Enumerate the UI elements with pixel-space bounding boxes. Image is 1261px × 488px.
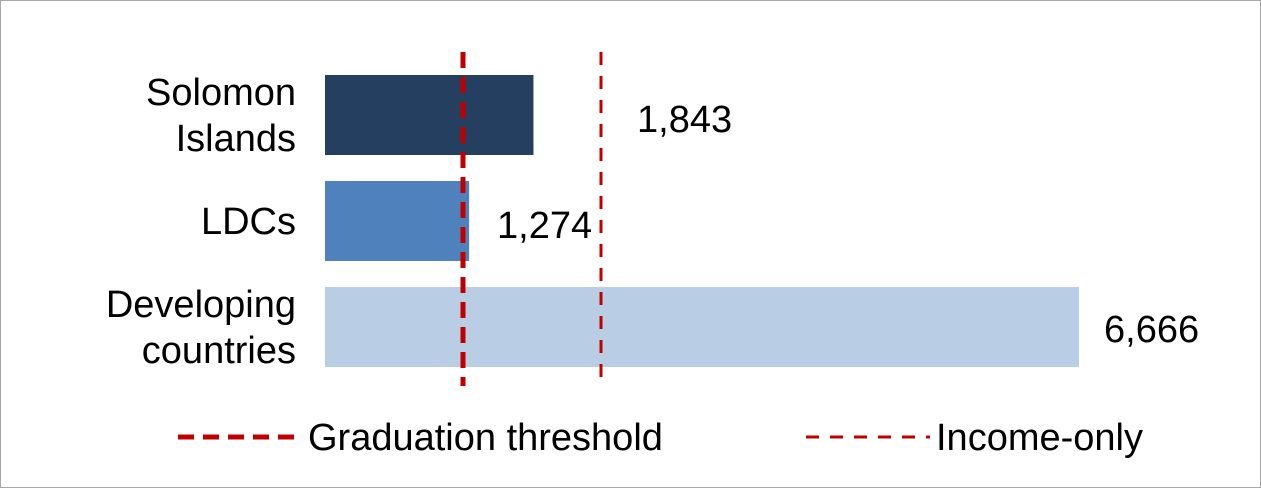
category-label-solomon-islands: Solomon Islands: [146, 72, 296, 160]
legend-label-income-only: Income-only: [936, 417, 1143, 459]
value-label-ldcs: 1,274: [497, 205, 592, 247]
value-label-developing-countries: 6,666: [1104, 309, 1199, 351]
legend-item-graduation-threshold: Graduation threshold: [178, 417, 663, 459]
legend-label-graduation-threshold: Graduation threshold: [308, 417, 663, 459]
value-labels: 1,843 1,274 6,666: [497, 99, 1199, 351]
bar-solomon-islands: [325, 75, 534, 155]
bars-group: [325, 75, 1079, 367]
category-label-developing-countries: Developing countries: [106, 284, 296, 372]
value-label-solomon-islands: 1,843: [637, 99, 732, 141]
bar-developing-countries: [325, 287, 1079, 367]
category-labels: Solomon Islands LDCs Developing countries: [106, 72, 296, 372]
category-label-ldcs: LDCs: [201, 201, 296, 243]
reference-lines: [460, 52, 603, 386]
legend-item-income-only: Income-only: [806, 417, 1143, 459]
bar-ldcs: [325, 181, 470, 261]
legend: Graduation threshold Income-only: [178, 417, 1143, 459]
